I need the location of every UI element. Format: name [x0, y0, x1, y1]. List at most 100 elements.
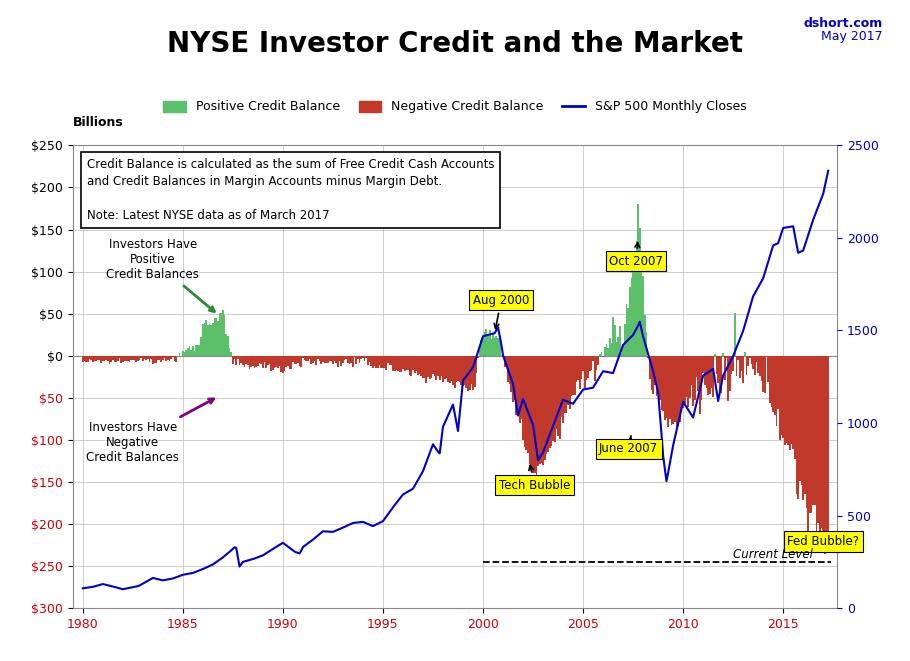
Bar — [589, 356, 591, 371]
Bar — [268, 356, 270, 364]
Bar — [757, 356, 759, 373]
Bar — [745, 356, 747, 375]
Bar — [204, 323, 206, 356]
Bar — [252, 356, 254, 366]
Bar — [156, 356, 157, 364]
Bar — [733, 356, 734, 371]
Bar — [602, 356, 604, 357]
Bar — [90, 356, 92, 360]
Bar — [823, 356, 824, 547]
Bar — [362, 356, 364, 358]
Bar — [262, 356, 264, 368]
Bar — [389, 356, 390, 365]
Bar — [707, 356, 709, 395]
Bar — [256, 356, 258, 367]
Bar — [212, 323, 214, 356]
Bar — [152, 356, 154, 364]
Bar — [98, 356, 100, 360]
Bar — [442, 356, 444, 382]
Bar — [394, 356, 396, 371]
Bar — [592, 356, 594, 360]
Bar — [542, 356, 544, 465]
Bar — [217, 321, 218, 356]
Bar — [379, 356, 380, 365]
Bar — [334, 356, 336, 361]
Bar — [827, 356, 829, 539]
Bar — [168, 356, 170, 361]
Bar — [662, 356, 664, 410]
Bar — [286, 356, 288, 367]
Bar — [704, 356, 705, 385]
Bar — [282, 356, 284, 373]
Bar — [535, 356, 537, 483]
Bar — [227, 336, 228, 356]
Bar — [557, 356, 559, 436]
Bar — [337, 356, 339, 367]
Bar — [524, 356, 526, 447]
Bar — [114, 356, 116, 362]
Bar — [387, 356, 389, 364]
Bar — [672, 356, 674, 424]
Text: Oct 2007: Oct 2007 — [609, 243, 663, 268]
Bar — [154, 356, 156, 363]
Bar — [306, 356, 308, 362]
Bar — [514, 356, 516, 400]
Bar — [649, 356, 651, 379]
Bar — [631, 278, 632, 356]
Bar — [396, 356, 397, 370]
Bar — [304, 356, 306, 360]
Bar — [490, 339, 492, 356]
Bar — [117, 356, 118, 361]
Bar — [709, 356, 711, 394]
Bar — [346, 356, 347, 360]
Bar — [248, 356, 250, 369]
Bar — [197, 346, 198, 356]
Bar — [247, 356, 248, 365]
Bar — [336, 356, 337, 364]
Bar — [194, 350, 196, 356]
Bar — [539, 356, 541, 463]
Bar — [420, 356, 422, 376]
Bar — [92, 356, 94, 362]
Bar — [482, 336, 484, 356]
Bar — [665, 356, 667, 418]
Bar — [312, 356, 314, 364]
Bar — [737, 356, 739, 360]
Bar — [287, 356, 288, 366]
Bar — [120, 356, 122, 363]
Bar — [555, 356, 557, 430]
Bar — [232, 356, 234, 364]
Bar — [497, 338, 499, 356]
Bar — [731, 356, 733, 374]
Bar — [474, 356, 476, 387]
Bar — [206, 321, 207, 356]
Bar — [284, 356, 286, 371]
Bar — [747, 356, 749, 366]
Bar — [187, 348, 188, 356]
Bar — [815, 356, 817, 531]
Bar — [409, 356, 410, 375]
Bar — [340, 356, 342, 366]
Bar — [167, 356, 168, 360]
Bar — [126, 356, 127, 362]
Bar — [292, 356, 294, 362]
Bar — [687, 356, 689, 407]
Bar — [184, 352, 186, 356]
Bar — [734, 313, 735, 356]
Bar — [106, 356, 107, 360]
Bar — [264, 356, 266, 362]
Bar — [369, 356, 370, 362]
Bar — [196, 345, 197, 356]
Bar — [238, 356, 240, 365]
Bar — [579, 356, 581, 389]
Bar — [158, 356, 160, 360]
Bar — [432, 356, 434, 374]
Bar — [549, 356, 551, 447]
Bar — [612, 317, 614, 356]
Bar — [695, 356, 697, 377]
Bar — [216, 318, 217, 356]
Bar — [711, 356, 713, 388]
Bar — [657, 356, 659, 394]
Bar — [150, 356, 152, 360]
Bar — [807, 356, 809, 537]
